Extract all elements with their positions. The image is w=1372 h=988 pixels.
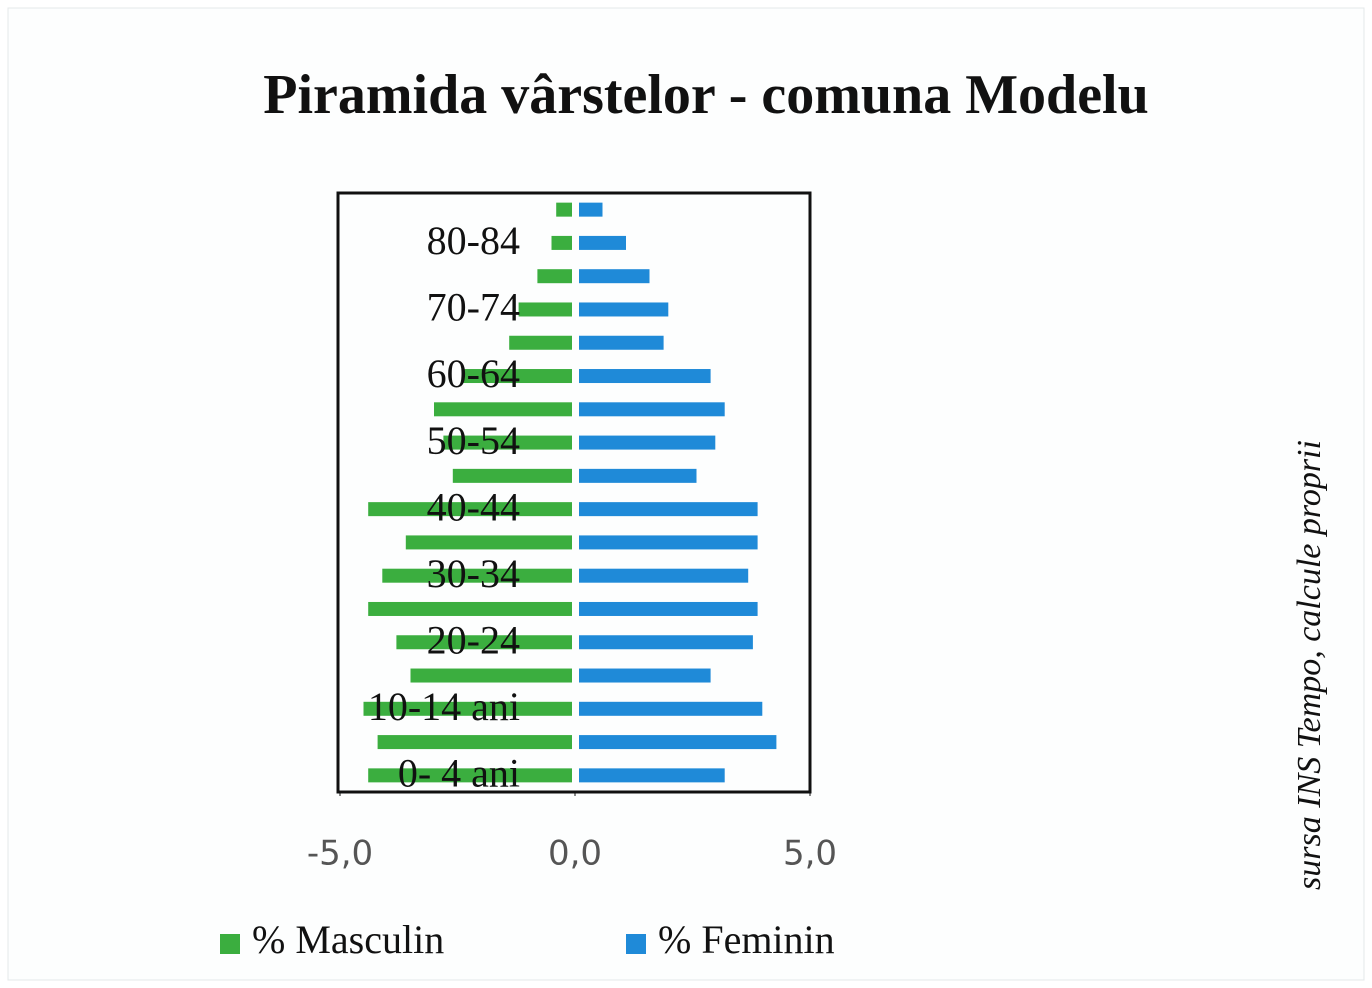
y-tick-label: 80-84 [427, 218, 520, 263]
legend-swatch [626, 934, 646, 954]
bar [368, 768, 572, 783]
bar [579, 302, 669, 317]
bar [579, 402, 725, 417]
bar [579, 668, 711, 683]
bar [579, 335, 664, 350]
bar [410, 668, 572, 683]
bar [579, 202, 603, 217]
legend-label: % Feminin [658, 917, 835, 962]
bar [579, 435, 716, 450]
bar [579, 568, 749, 583]
bar [377, 735, 572, 750]
bar [579, 269, 650, 284]
bar [368, 601, 572, 616]
bar [579, 768, 725, 783]
bar [579, 535, 758, 550]
x-tick-label: -5,0 [307, 834, 373, 874]
bar [452, 468, 572, 483]
y-tick-label: 60-64 [427, 351, 520, 396]
source-note: sursa INS Tempo, calcule proprii [1291, 440, 1328, 890]
bar [579, 701, 763, 716]
bar [579, 369, 711, 384]
x-tick-label: 0,0 [548, 834, 602, 874]
x-tick-label: 5,0 [783, 834, 837, 874]
background [7, 7, 1365, 981]
bar [368, 502, 572, 517]
bar [579, 735, 777, 750]
bar [537, 269, 572, 284]
bar [579, 601, 758, 616]
bar [509, 335, 572, 350]
y-tick-label: 40-44 [427, 484, 520, 529]
bar [434, 402, 572, 417]
bar [396, 635, 572, 650]
bar [556, 202, 572, 217]
bar [382, 568, 572, 583]
y-tick-label: 20-24 [427, 617, 520, 662]
bar [462, 369, 572, 384]
legend-label: % Masculin [252, 917, 444, 962]
bar [579, 635, 753, 650]
bar [579, 502, 758, 517]
bar [443, 435, 572, 450]
y-tick-label: 70-74 [427, 285, 520, 330]
bar [405, 535, 572, 550]
chart-title: Piramida vârstelor - comuna Modelu [263, 64, 1149, 126]
bar [363, 701, 572, 716]
y-tick-label: 50-54 [427, 418, 520, 463]
bar [518, 302, 572, 317]
y-tick-label: 30-34 [427, 551, 520, 596]
plot-frame [336, 191, 812, 794]
bar [579, 235, 626, 250]
legend-swatch [220, 934, 240, 954]
y-tick-label: 10-14 ani [368, 684, 520, 729]
bar [551, 235, 572, 250]
bar [579, 468, 697, 483]
y-tick-label: 0- 4 ani [398, 751, 520, 796]
